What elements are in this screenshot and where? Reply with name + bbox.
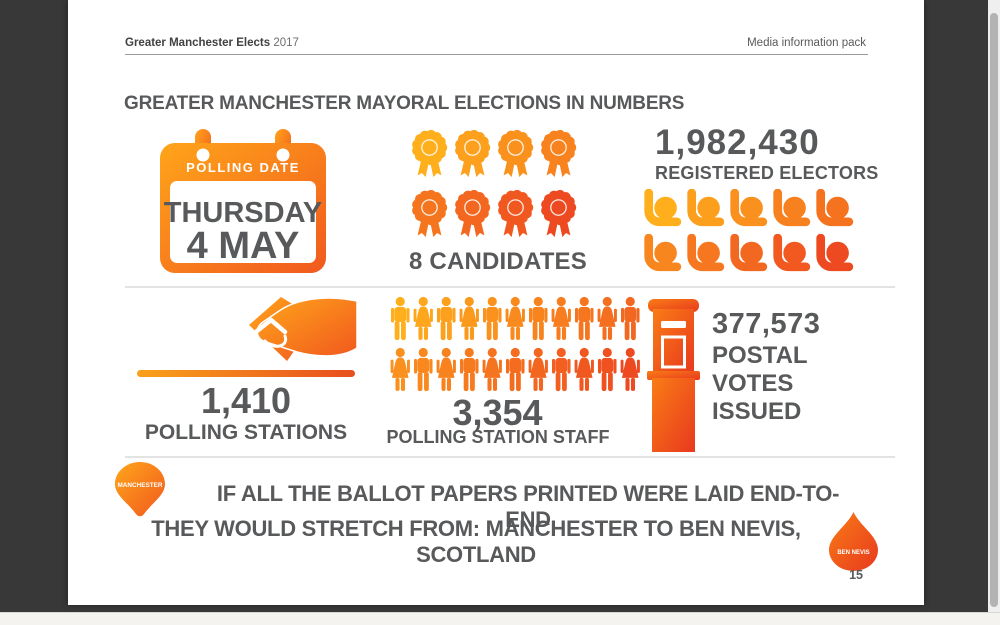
scrollbar-thumb[interactable] xyxy=(990,13,998,607)
rosette-icon xyxy=(541,129,577,179)
person-icon xyxy=(816,189,854,227)
header-rule xyxy=(125,54,868,55)
postal-label: POSTAL VOTES ISSUED xyxy=(712,342,808,426)
calendar-date: 4 MAY xyxy=(187,225,300,267)
male-figure-icon xyxy=(551,347,571,392)
fact-line-1: IF ALL THE BALLOT PAPERS PRINTED WERE LA… xyxy=(216,481,840,532)
calendar-icon: POLLING DATE THURSDAY 4 MAY xyxy=(160,129,326,273)
brand-name: Greater Manchester Elects xyxy=(125,37,271,49)
person-icon xyxy=(687,189,725,227)
rosette-grid xyxy=(408,127,580,247)
male-figure-icon xyxy=(597,347,617,392)
female-figure-icon xyxy=(505,296,525,340)
slide-page: Greater Manchester Elects 2017 Media inf… xyxy=(68,0,924,605)
rosette-icon xyxy=(455,189,491,239)
female-figure-icon xyxy=(551,296,571,340)
droplet-icon: BEN NEVIS xyxy=(829,512,878,571)
postal-label-line: ISSUED xyxy=(712,398,802,425)
person-icon xyxy=(644,189,682,227)
male-figure-icon xyxy=(482,296,502,341)
postal-label-line: POSTAL xyxy=(712,342,808,369)
person-icon xyxy=(730,234,768,272)
staff-value: 3,354 xyxy=(452,392,543,433)
female-figure-icon xyxy=(459,296,479,340)
candidates-label: 8 CANDIDATES xyxy=(409,248,587,275)
document-brand: Greater Manchester Elects 2017 xyxy=(125,37,299,49)
fact-line-2: THEY WOULD STRETCH FROM: MANCHESTER TO B… xyxy=(151,516,801,567)
male-figure-icon xyxy=(528,296,548,341)
female-figure-icon xyxy=(620,347,640,391)
rosette-icon xyxy=(541,189,577,239)
female-figure-icon xyxy=(413,296,433,340)
staff-label: POLLING STATION STAFF xyxy=(386,427,610,447)
female-figure-icon xyxy=(482,347,502,391)
rosette-icon xyxy=(455,129,491,179)
stations-label: POLLING STATIONS xyxy=(144,421,348,444)
page-title: GREATER MANCHESTER MAYORAL ELECTIONS IN … xyxy=(124,93,685,114)
rosette-icon xyxy=(412,189,448,239)
male-figure-icon xyxy=(390,296,410,341)
staff-icon-row xyxy=(390,296,641,344)
row-divider xyxy=(125,456,895,458)
female-figure-icon xyxy=(528,347,548,391)
page-number: 15 xyxy=(849,568,863,582)
header-right-label: Media information pack xyxy=(747,37,866,49)
male-figure-icon xyxy=(574,296,594,341)
rosette-icon xyxy=(498,129,534,179)
electors-label: REGISTERED ELECTORS xyxy=(655,163,879,183)
calendar-day: THURSDAY xyxy=(164,197,322,229)
route-end-label: BEN NEVIS xyxy=(837,550,869,556)
postal-value: 377,573 xyxy=(712,308,821,340)
row-divider xyxy=(125,286,895,288)
viewer-bottom-bar xyxy=(0,612,1000,625)
person-icon xyxy=(730,189,768,227)
rosette-icon xyxy=(498,189,534,239)
person-icon xyxy=(773,189,811,227)
route-start-label: MANCHESTER xyxy=(117,482,162,489)
female-figure-icon xyxy=(597,296,617,340)
stations-value: 1,410 xyxy=(200,380,292,421)
male-figure-icon xyxy=(505,347,525,392)
rosette-icon xyxy=(412,129,448,179)
calendar-header-label: POLLING DATE xyxy=(186,160,300,175)
electors-icon-grid xyxy=(641,189,856,279)
postal-label-line: VOTES xyxy=(712,370,794,397)
scrollbar-track[interactable] xyxy=(988,0,1000,612)
female-figure-icon xyxy=(574,347,594,391)
person-icon xyxy=(687,234,725,272)
dotted-route-line xyxy=(119,508,854,514)
hand-ballot-icon xyxy=(249,297,357,361)
male-figure-icon xyxy=(620,296,640,341)
person-icon xyxy=(644,234,682,272)
electors-value: 1,982,430 xyxy=(655,123,820,162)
female-figure-icon xyxy=(390,347,410,391)
male-figure-icon xyxy=(413,347,433,392)
location-balloon-icon: MANCHESTER xyxy=(115,462,165,517)
ballot-slot-bar xyxy=(137,370,355,377)
person-icon xyxy=(816,234,854,272)
person-icon xyxy=(773,234,811,272)
postbox-icon xyxy=(647,299,700,452)
brand-year: 2017 xyxy=(273,37,299,49)
male-figure-icon xyxy=(436,296,456,341)
male-figure-icon xyxy=(459,347,479,392)
staff-icon-row xyxy=(390,347,641,395)
female-figure-icon xyxy=(436,347,456,391)
